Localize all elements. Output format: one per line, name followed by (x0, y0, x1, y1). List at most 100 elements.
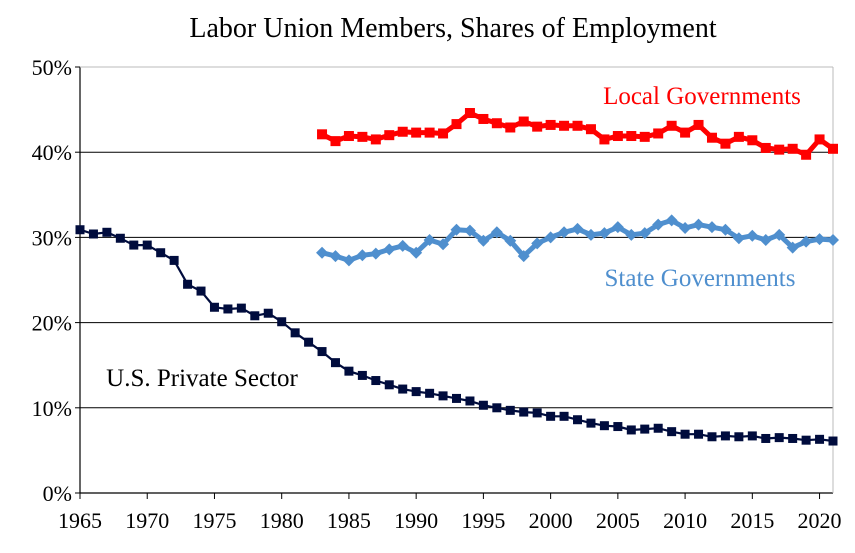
data-point-u-s-private-sector (613, 422, 623, 432)
data-point-state-governments (571, 222, 584, 235)
x-tick-label: 2000 (529, 508, 573, 533)
data-point-u-s-private-sector (384, 380, 394, 390)
data-point-u-s-private-sector (478, 400, 488, 410)
data-point-local-governments (532, 121, 543, 132)
data-point-u-s-private-sector (667, 427, 677, 437)
data-point-u-s-private-sector (465, 396, 475, 406)
y-tick-label: 0% (43, 481, 72, 506)
data-point-state-governments (383, 243, 396, 256)
series-group (75, 108, 839, 446)
data-point-state-governments (463, 224, 476, 237)
data-point-local-governments (451, 119, 462, 130)
data-point-u-s-private-sector (263, 308, 273, 318)
x-tick-label: 2005 (596, 508, 640, 533)
data-point-u-s-private-sector (196, 286, 206, 296)
axes: 0% 10% 20% 30% 40% 50% 1965 1970 1975 1980 1985 199… (32, 55, 842, 533)
data-point-state-governments (773, 228, 786, 241)
data-point-local-governments (626, 131, 637, 142)
data-point-local-governments (545, 119, 556, 130)
data-point-local-governments (317, 129, 328, 140)
data-point-u-s-private-sector (398, 384, 408, 394)
data-point-state-governments (813, 233, 826, 246)
data-point-local-governments (774, 144, 785, 155)
data-point-state-governments (746, 229, 759, 242)
data-point-state-governments (665, 214, 678, 227)
data-point-state-governments (598, 227, 611, 240)
series-line-u-s-private-sector (79, 228, 834, 443)
y-tick-label: 10% (32, 396, 72, 421)
data-point-u-s-private-sector (801, 435, 811, 445)
data-point-u-s-private-sector (88, 229, 98, 239)
data-point-u-s-private-sector (142, 240, 152, 250)
data-point-local-governments (397, 126, 408, 137)
y-tick-label: 30% (32, 225, 72, 250)
data-point-local-governments (330, 136, 341, 147)
data-point-state-governments (544, 231, 557, 244)
x-tick-label: 1970 (125, 508, 169, 533)
data-point-local-governments (572, 120, 583, 131)
data-point-local-governments (599, 134, 610, 145)
data-point-u-s-private-sector (344, 366, 354, 376)
data-point-u-s-private-sector (734, 432, 744, 442)
data-point-state-governments (517, 250, 530, 263)
data-point-local-governments (760, 142, 771, 153)
data-point-u-s-private-sector (169, 255, 179, 265)
data-point-u-s-private-sector (626, 425, 636, 435)
x-tick-label: 1980 (260, 508, 304, 533)
data-point-state-governments (611, 221, 624, 234)
data-point-u-s-private-sector (411, 387, 421, 397)
data-point-local-governments (559, 120, 570, 131)
x-tick-label: 2015 (730, 508, 774, 533)
data-point-local-governments (585, 124, 596, 135)
data-point-u-s-private-sector (747, 431, 757, 441)
data-point-state-governments (800, 235, 813, 248)
data-point-u-s-private-sector (277, 317, 287, 327)
x-tick-label: 2010 (663, 508, 707, 533)
data-point-state-governments (531, 237, 544, 250)
data-point-state-governments (759, 233, 772, 246)
x-tick-label: 1965 (58, 508, 102, 533)
data-point-u-s-private-sector (183, 279, 193, 289)
data-point-state-governments (356, 249, 369, 262)
x-tick-label: 1990 (394, 508, 438, 533)
data-point-local-governments (639, 131, 650, 142)
data-point-u-s-private-sector (694, 429, 704, 439)
y-tick-label: 50% (32, 55, 72, 80)
data-point-state-governments (719, 223, 732, 236)
data-point-local-governments (491, 118, 502, 129)
annotation-state-governments: State Governments (605, 265, 796, 292)
data-point-u-s-private-sector (129, 240, 139, 250)
data-point-local-governments (464, 108, 475, 119)
data-point-state-governments (732, 232, 745, 245)
data-point-u-s-private-sector (102, 227, 112, 237)
data-point-local-governments (733, 131, 744, 142)
data-point-u-s-private-sector (452, 393, 461, 403)
gridlines (80, 66, 833, 409)
data-point-state-governments (437, 238, 450, 251)
x-tick-label: 2020 (798, 508, 842, 533)
data-point-u-s-private-sector (788, 433, 798, 443)
data-point-u-s-private-sector (680, 429, 690, 439)
data-point-u-s-private-sector (828, 436, 838, 446)
data-point-u-s-private-sector (653, 423, 663, 433)
data-point-local-governments (384, 130, 395, 141)
data-point-state-governments (329, 250, 342, 263)
x-tick-label: 1995 (461, 508, 505, 533)
data-point-u-s-private-sector (290, 328, 300, 338)
data-point-local-governments (505, 122, 516, 133)
data-point-u-s-private-sector (357, 370, 367, 380)
data-point-u-s-private-sector (640, 424, 650, 434)
data-point-local-governments (478, 113, 489, 124)
annotation-local-governments: Local Governments (603, 83, 801, 110)
data-point-u-s-private-sector (304, 337, 314, 347)
data-point-u-s-private-sector (573, 415, 583, 425)
data-point-local-governments (424, 127, 435, 138)
data-point-u-s-private-sector (559, 411, 569, 421)
data-point-local-governments (801, 149, 812, 160)
data-point-u-s-private-sector (438, 391, 448, 401)
data-point-state-governments (450, 223, 463, 236)
data-point-local-governments (438, 128, 449, 139)
data-point-state-governments (786, 241, 799, 254)
